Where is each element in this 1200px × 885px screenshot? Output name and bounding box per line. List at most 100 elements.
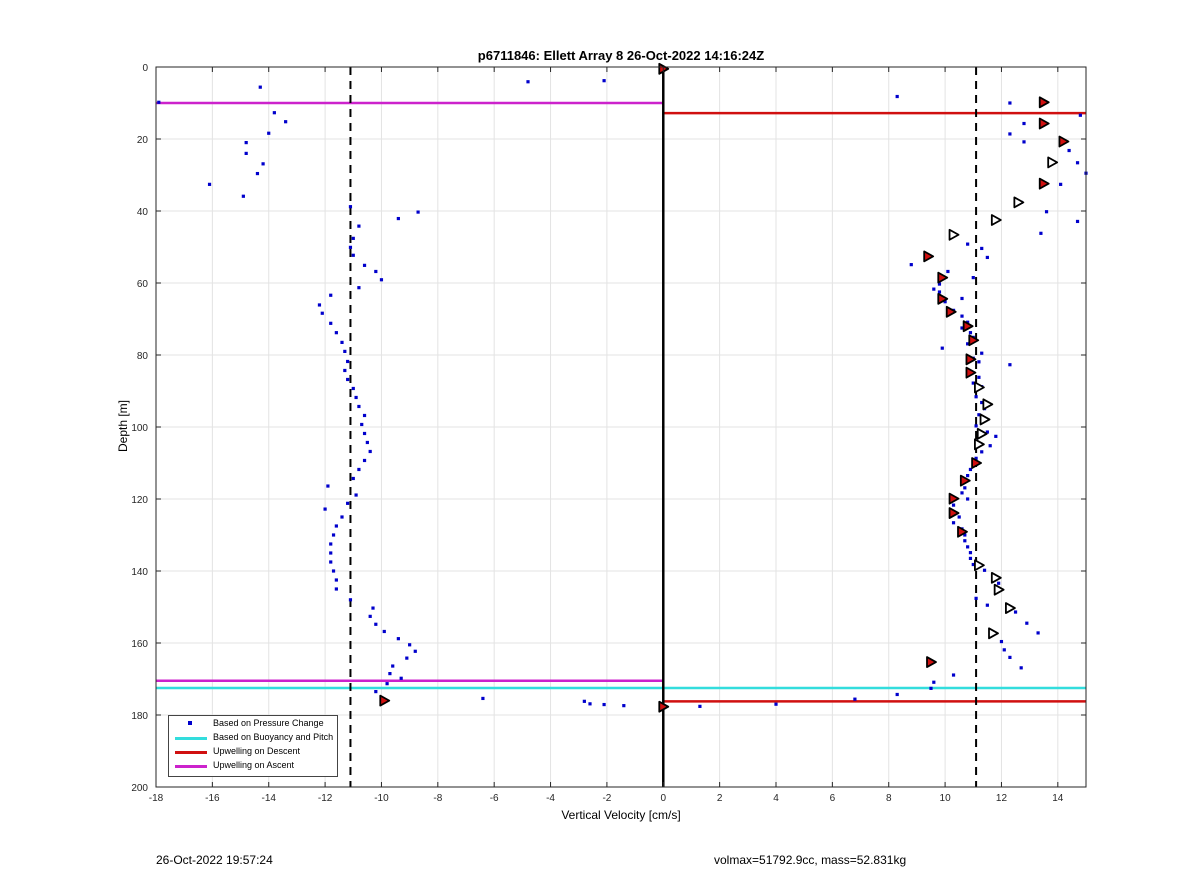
pressure-point: [157, 100, 161, 104]
pressure-point: [354, 395, 358, 400]
pressure-point: [362, 263, 367, 267]
pressure-point: [374, 690, 378, 694]
x-tick-label: -14: [262, 793, 277, 804]
pressure-point: [960, 296, 964, 301]
ascent-marker: [982, 398, 994, 411]
legend-label: Based on Buoyancy and Pitch: [213, 732, 334, 742]
pressure-point: [977, 413, 981, 417]
pressure-point: [946, 269, 950, 274]
ascent-marker: [948, 228, 960, 241]
descent-marker: [1038, 96, 1050, 109]
pressure-point: [346, 377, 350, 382]
pressure-point: [1022, 121, 1026, 126]
pressure-point: [317, 303, 322, 307]
pressure-point: [357, 224, 361, 228]
pressure-point: [371, 606, 375, 610]
pressure-point: [331, 533, 336, 537]
grid: [155, 66, 1086, 788]
pressure-point: [526, 80, 530, 84]
pressure-point: [348, 598, 353, 602]
pressure-point: [582, 699, 586, 703]
legend-label: Based on Pressure Change: [213, 718, 324, 728]
pressure-point: [1022, 140, 1026, 144]
descent-marker: [962, 320, 974, 333]
pressure-point: [1008, 132, 1012, 136]
pressure-point: [997, 581, 1001, 585]
pressure-point: [968, 467, 973, 472]
legend-line-icon: [175, 737, 207, 740]
ascent-marker: [990, 214, 1002, 226]
pressure-point: [374, 269, 378, 274]
x-tick-label: -6: [490, 793, 499, 804]
pressure-point: [334, 587, 338, 591]
pressure-point: [963, 486, 967, 490]
pressure-point: [1067, 148, 1071, 153]
descent-marker: [971, 457, 982, 469]
x-tick-label: 10: [940, 793, 952, 804]
pressure-point: [334, 524, 338, 528]
pressure-point: [385, 682, 389, 686]
pressure-point: [968, 556, 973, 560]
pressure-point: [971, 562, 975, 567]
pressure-point: [968, 331, 973, 335]
pressure-point: [329, 293, 333, 297]
descent-marker: [959, 474, 971, 487]
ascent-marker: [979, 413, 991, 426]
pressure-point: [951, 521, 956, 525]
pressure-point: [329, 321, 333, 325]
legend: Based on Pressure Change Based on Buoyan…: [168, 715, 338, 777]
pressure-point: [1013, 610, 1018, 614]
ascent-marker: [1013, 196, 1025, 209]
pressure-point: [481, 696, 485, 701]
descent-marker: [968, 334, 980, 347]
ascent-marker: [976, 427, 988, 440]
y-tick-label: 160: [131, 639, 148, 650]
pressure-point: [368, 614, 372, 618]
pressure-point: [999, 639, 1004, 644]
footer-timestamp: 26-Oct-2022 19:57:24: [156, 853, 273, 867]
pressure-point: [971, 381, 975, 385]
ascent-marker: [993, 583, 1005, 596]
pressure-point: [943, 300, 947, 304]
ascent-marker: [1047, 156, 1059, 169]
descent-marker: [658, 62, 670, 75]
x-tick-label: -16: [205, 793, 220, 804]
pressure-point: [340, 340, 344, 344]
pressure-point: [284, 120, 288, 124]
descent-marker: [965, 353, 977, 366]
y-axis-label: Depth [m]: [116, 400, 130, 452]
pressure-point: [334, 578, 338, 582]
pressure-point: [974, 424, 978, 428]
pressure-point: [909, 263, 913, 267]
descent-marker: [965, 366, 977, 379]
pressure-point: [937, 290, 942, 294]
pressure-point: [588, 702, 592, 706]
pressure-point: [354, 493, 358, 497]
pressure-point: [255, 171, 260, 176]
y-tick-label: 200: [131, 783, 148, 794]
pressure-point: [360, 422, 364, 427]
pressure-point: [241, 194, 245, 198]
axes: -18 -16 -14 -12 -10 -8 -6 -4 -2 0 2 4 6 8 10 12 14020406…: [131, 63, 1087, 804]
pressure-point: [396, 216, 400, 221]
descent-marker: [945, 305, 957, 318]
y-tick-label: 60: [137, 279, 149, 290]
descent-marker: [1038, 117, 1050, 130]
x-axis-label: Vertical Velocity [cm/s]: [561, 808, 680, 822]
pressure-point: [966, 545, 970, 549]
pressure-point: [405, 656, 409, 660]
pressure-point: [980, 246, 984, 251]
pressure-point: [968, 551, 973, 555]
ascent-marker: [974, 381, 985, 394]
pressure-point: [994, 434, 998, 438]
pressure-point: [351, 476, 355, 481]
pressure-point: [980, 450, 984, 454]
pressure-point: [1008, 655, 1012, 659]
pressure-point: [1036, 631, 1040, 635]
pressure-point: [343, 349, 347, 353]
pressure-point: [1075, 219, 1080, 224]
descent-marker: [923, 250, 935, 263]
pressure-point: [966, 497, 970, 501]
pressure-point: [340, 515, 344, 519]
